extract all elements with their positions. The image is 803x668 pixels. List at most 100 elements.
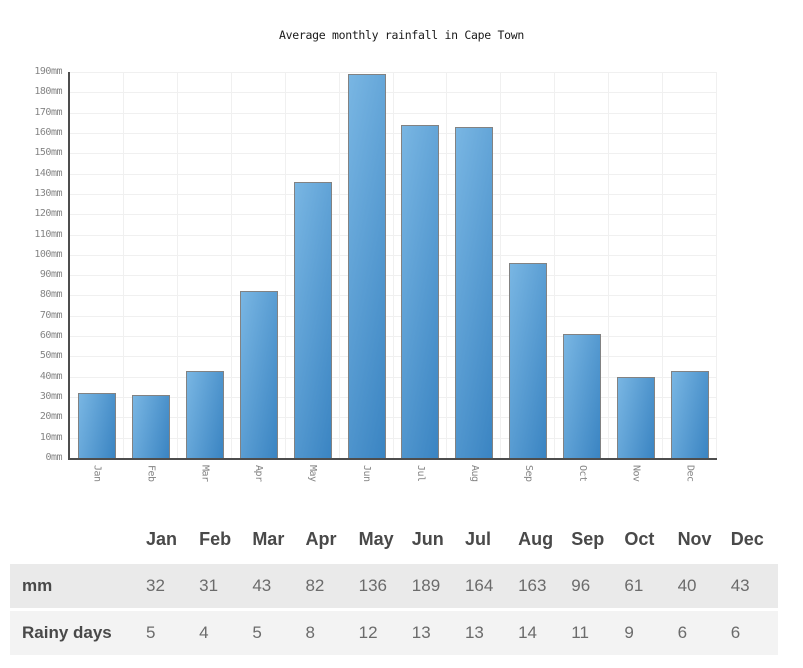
h-gridline (70, 112, 717, 114)
y-axis-label: 30mm (39, 391, 63, 402)
x-axis-label-cell: Oct (555, 465, 609, 482)
h-gridline (70, 336, 717, 338)
table-cell: 13 (464, 623, 484, 642)
table-header-cell: Dec (724, 518, 778, 561)
h-gridline (70, 376, 717, 378)
bar-jul[interactable] (401, 125, 440, 458)
h-gridline (70, 315, 717, 317)
bar-oct[interactable] (563, 334, 602, 458)
table-cell: 6 (730, 623, 741, 642)
table-corner-cell (10, 518, 140, 561)
x-axis-label-cell: Mar (178, 465, 232, 482)
table-cell: 11 (571, 623, 589, 642)
bar-jun[interactable] (347, 74, 386, 458)
v-gridline (446, 72, 448, 458)
table-header-cell: Jan (140, 518, 194, 561)
x-axis-label: Sep (522, 465, 534, 482)
climate-table-wrap: Jan Feb Mar Apr May Jun Jul Aug Sep Oct Nov Dec mm 3… (10, 515, 778, 658)
bar-dec[interactable] (671, 371, 710, 458)
h-gridline (70, 234, 717, 236)
x-axis-label: Aug (468, 465, 480, 482)
v-gridline (662, 72, 664, 458)
table-header-cell: Apr (299, 518, 353, 561)
h-gridline (70, 397, 717, 399)
table-cell: 43 (730, 576, 750, 595)
table-header-row: Jan Feb Mar Apr May Jun Jul Aug Sep Oct Nov Dec (10, 518, 778, 561)
y-axis-label: 90mm (39, 269, 63, 280)
v-gridline (500, 72, 502, 458)
table-cell: 43 (252, 576, 272, 595)
x-axis-label-cell: May (286, 465, 340, 482)
x-axis-label-cell: Aug (447, 465, 501, 482)
table-header-cell: Jun (405, 518, 459, 561)
y-axis-label: 140mm (34, 168, 62, 179)
y-axis-label: 110mm (34, 229, 62, 240)
y-axis-label: 10mm (39, 432, 63, 443)
h-gridline (70, 173, 717, 175)
table-cell: 5 (146, 623, 156, 642)
bar-aug[interactable] (455, 127, 494, 458)
v-gridline (554, 72, 556, 458)
y-axis-label: 180mm (34, 86, 62, 97)
h-gridline (70, 193, 717, 195)
rainfall-chart: Average monthly rainfall in Cape Town 0m… (34, 28, 717, 482)
bar-sep[interactable] (509, 263, 548, 458)
h-gridline (70, 356, 717, 358)
v-gridline (176, 72, 178, 458)
table-cell: 8 (305, 623, 315, 642)
v-gridline (122, 72, 124, 458)
h-gridline (70, 417, 717, 419)
y-axis-label: 160mm (34, 127, 62, 138)
y-axis-label: 70mm (39, 310, 63, 321)
h-gridline (70, 72, 717, 73)
h-gridline (70, 437, 717, 439)
bar-jan[interactable] (77, 393, 116, 458)
x-axis-label-cell: Apr (232, 465, 286, 482)
x-axis-label: Mar (199, 465, 211, 482)
table-cell: 189 (411, 576, 441, 595)
table-header-cell: Nov (671, 518, 725, 561)
x-axis-label: Dec (684, 465, 696, 482)
table-cell: 13 (411, 623, 431, 642)
x-axis-label-cell: Sep (501, 465, 555, 482)
table-header-cell: Mar (246, 518, 300, 561)
v-gridline (608, 72, 610, 458)
table-cell: 9 (624, 623, 634, 642)
table-header-cell: Feb (193, 518, 247, 561)
table-row-label: Rainy days (22, 623, 112, 642)
table-cell: 12 (358, 623, 378, 642)
table-row: mm 32 31 43 82 136 189 164 163 96 61 40 43 (10, 564, 778, 608)
table-row: Rainy days 5 4 5 8 12 13 13 14 11 9 6 6 (10, 611, 778, 655)
x-axis-labels: Jan Feb Mar Apr May Jun Jul Aug Sep Oct Nov Dec (70, 465, 717, 482)
table-cell: 32 (146, 576, 165, 595)
x-axis-label-cell: Jan (70, 465, 124, 482)
y-axis-label: 0mm (45, 452, 62, 463)
table-cell: 136 (358, 576, 387, 595)
bar-nov[interactable] (617, 377, 656, 458)
climate-table-body: mm 32 31 43 82 136 189 164 163 96 61 40 43 Rainy days… (10, 564, 778, 655)
y-axis-label: 130mm (34, 188, 62, 199)
climate-table: Jan Feb Mar Apr May Jun Jul Aug Sep Oct Nov Dec mm 3… (10, 515, 778, 658)
x-axis-label: Apr (253, 465, 265, 482)
y-axis-label: 20mm (39, 411, 63, 422)
v-gridline (716, 72, 717, 458)
table-cell: 4 (199, 623, 209, 642)
h-gridline (70, 295, 717, 297)
x-axis-label-cell: Feb (124, 465, 178, 482)
plot-area (68, 72, 717, 460)
table-header-cell: Jul (458, 518, 513, 561)
bar-may[interactable] (293, 182, 332, 458)
y-axis-label: 170mm (34, 107, 62, 118)
v-gridline (392, 72, 394, 458)
y-axis-label: 190mm (34, 66, 62, 77)
y-axis-label: 150mm (34, 147, 62, 158)
x-axis-label: Jan (91, 465, 103, 482)
table-cell: 96 (571, 576, 591, 595)
bar-feb[interactable] (131, 395, 170, 458)
y-axis-label: 120mm (34, 208, 62, 219)
bar-mar[interactable] (185, 371, 224, 458)
y-axis-label: 50mm (39, 350, 63, 361)
bar-apr[interactable] (239, 291, 278, 458)
h-gridline (70, 132, 717, 134)
